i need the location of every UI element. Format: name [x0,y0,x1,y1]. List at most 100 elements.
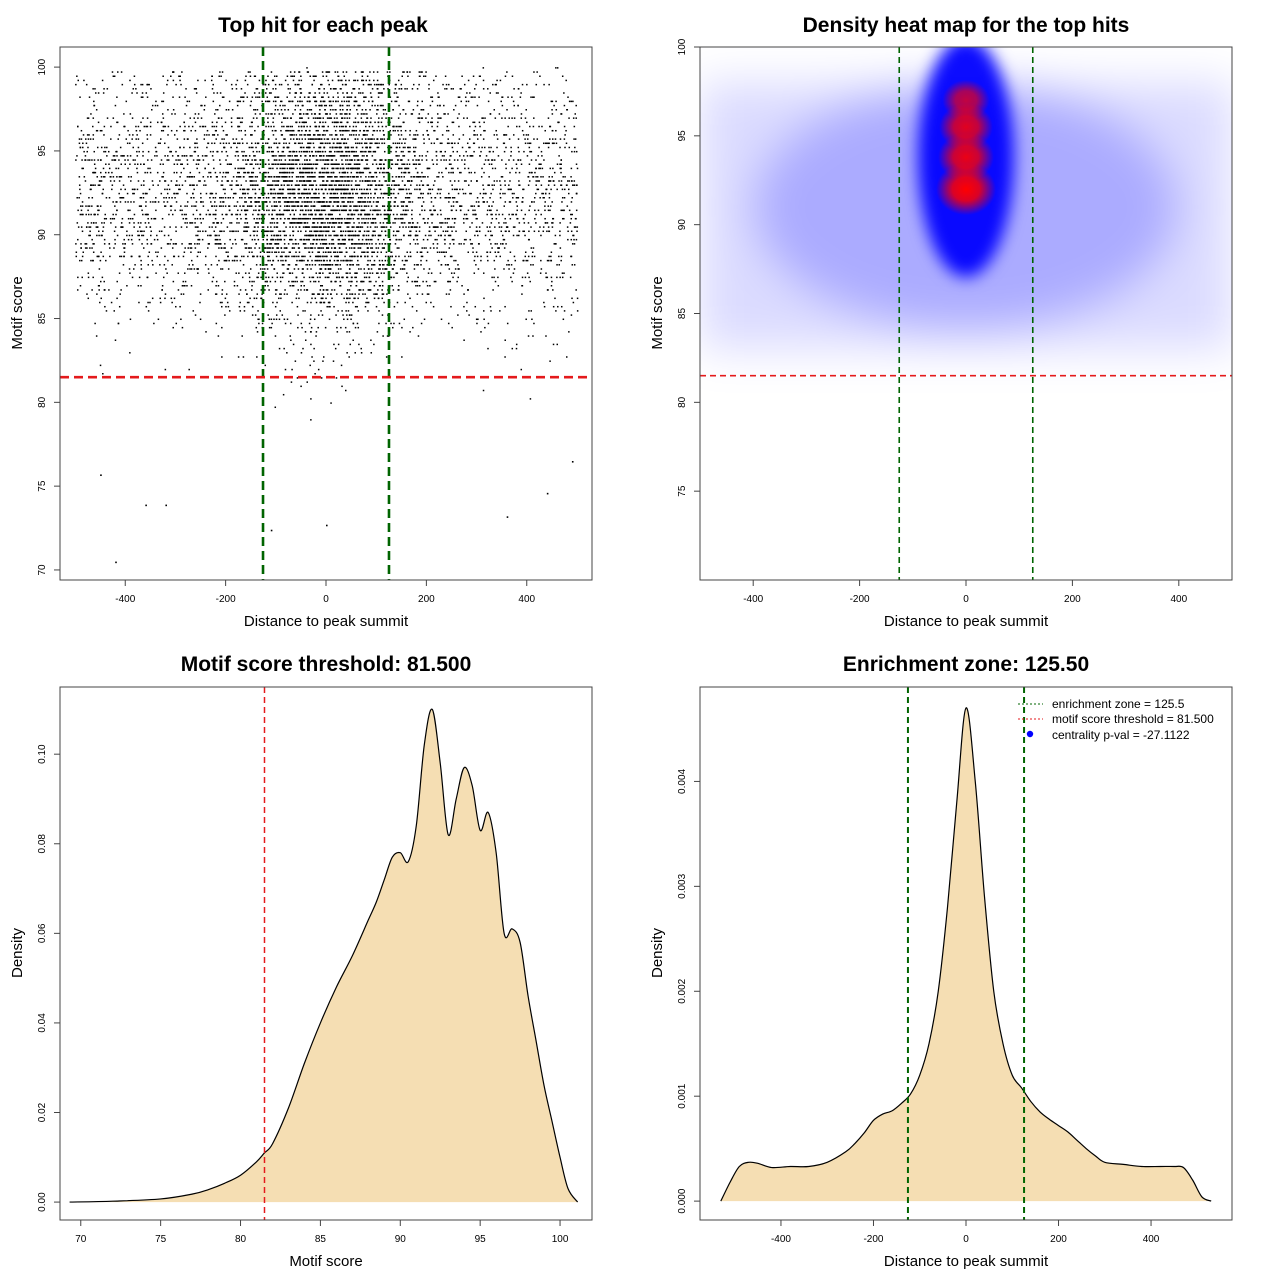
data-point [335,377,338,379]
data-point [308,234,310,237]
data-point [243,305,246,308]
data-point [353,226,355,228]
data-point [319,83,322,86]
data-point [383,176,385,178]
data-point [277,259,280,262]
data-point [303,184,306,186]
data-point [284,180,287,182]
data-point [356,322,359,325]
data-point [234,255,236,258]
data-point [560,171,562,174]
data-point [142,197,145,199]
data-point [246,171,249,174]
data-point [253,75,256,77]
data-point [400,88,403,90]
data-point [460,88,462,90]
data-point [364,150,366,153]
data-point [351,226,353,228]
data-point [508,159,510,161]
data-point [311,226,313,228]
data-point [94,171,97,174]
data-point [373,138,375,140]
data-point [321,234,324,237]
data-point [205,192,208,195]
data-point [409,222,411,224]
data-point [433,247,435,249]
data-point [571,297,573,300]
data-point [85,205,87,207]
data-point [402,138,405,140]
data-point [145,305,148,308]
data-point [93,163,96,165]
data-point [426,184,429,186]
data-point [410,192,412,195]
data-point [428,230,431,233]
data-point [374,121,376,124]
data-point [351,92,353,94]
data-point [282,104,284,107]
data-point [307,176,309,178]
data-point [280,159,283,161]
data-point [309,155,312,157]
data-point [543,305,546,308]
data-point [402,146,405,149]
data-point [294,280,296,283]
data-point [423,75,425,77]
data-point [460,243,462,245]
data-point [349,201,351,203]
data-point [340,243,342,245]
data-point [214,243,217,245]
data-point [328,150,331,153]
data-point [546,230,548,233]
data-point [390,251,393,253]
data-point [463,117,465,119]
data-point [257,142,259,145]
data-point [520,368,523,371]
data-point [437,234,440,237]
data-point [292,209,294,212]
data-point [314,176,316,178]
data-point [350,171,353,174]
data-point [416,293,419,295]
data-point [328,83,330,86]
data-point [408,171,411,174]
data-point [312,142,315,145]
data-point [207,209,209,212]
data-point [460,205,463,207]
data-point [322,217,324,220]
data-point [212,213,215,216]
data-point [279,276,282,279]
data-point [345,209,347,212]
data-point [555,100,557,103]
data-point [548,192,551,195]
data-point [290,167,292,170]
data-point [233,192,235,195]
data-point [341,180,344,182]
data-point [327,276,330,279]
data-point [307,209,309,212]
data-point [540,259,542,262]
data-point [85,83,88,86]
data-point [406,259,408,262]
data-point [244,79,247,82]
data-point [432,163,435,165]
data-point [99,205,102,207]
data-point [301,217,304,220]
data-point [96,234,98,237]
data-point [124,188,126,191]
data-point [542,176,544,178]
data-point [381,280,384,283]
data-point [233,259,236,262]
data-point [226,180,229,182]
data-point [196,184,198,186]
data-point [186,138,189,140]
data-point [397,159,399,161]
data-point [151,109,153,111]
data-point [335,209,337,212]
data-point [275,184,278,186]
data-point [309,201,311,203]
data-point [241,138,243,140]
data-point [212,100,215,103]
data-point [104,213,106,216]
data-point [392,180,395,182]
